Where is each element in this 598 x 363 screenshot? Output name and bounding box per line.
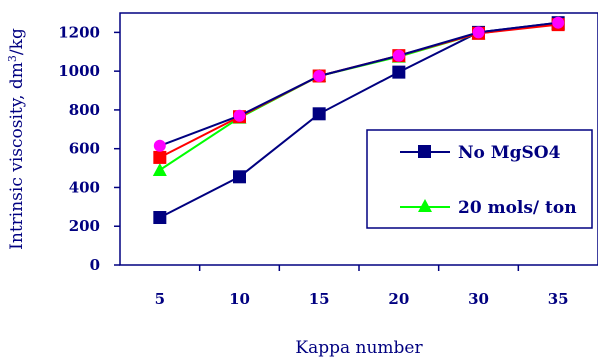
legend-box: [366, 129, 593, 229]
data-point-circle: [392, 49, 405, 62]
data-point-circle: [552, 16, 565, 29]
y-tick-label: 0: [90, 256, 100, 274]
y-tick-label: 1200: [58, 23, 100, 41]
data-point-circle: [472, 26, 485, 39]
data-point-square: [233, 170, 246, 184]
y-axis-title-superscript: 3: [6, 55, 19, 62]
data-point-circle: [153, 139, 166, 152]
x-tick-label: 15: [309, 290, 330, 308]
y-tick-label: 600: [69, 140, 100, 158]
y-axis-title-main: Intrinsic viscosity, dm: [7, 62, 27, 250]
data-point-square: [312, 107, 326, 121]
x-tick-label: 10: [229, 290, 250, 308]
y-tick-label: 1000: [58, 62, 100, 80]
data-point-square: [392, 65, 406, 79]
y-tick-label: 400: [69, 178, 100, 196]
series-3: [153, 16, 565, 152]
y-axis-title: Intrinsic viscosity, dm3/kg: [6, 28, 27, 250]
data-point-square: [153, 211, 167, 225]
x-tick-label: 20: [388, 290, 409, 308]
data-point-circle: [233, 109, 246, 122]
data-point-triangle: [152, 163, 167, 177]
data-point-circle: [313, 70, 326, 82]
legend-label-20-mols-ton: 20 mols/ ton: [458, 198, 577, 218]
axes: 0 200 400 600 800 1000 1200 5 10 15 20 30 35: [58, 12, 598, 308]
x-tick-label: 5: [155, 290, 165, 308]
series-layer: [152, 16, 566, 225]
x-tick-label: 30: [468, 290, 489, 308]
y-tick-label: 800: [69, 101, 100, 119]
y-tick-label: 200: [69, 217, 100, 235]
legend-label-no-mgso4: No MgSO4: [458, 143, 561, 163]
x-tick-label: 35: [548, 290, 569, 308]
series-line: [159, 21, 559, 147]
y-axis-title-unit: /kg: [7, 28, 27, 55]
legend: No MgSO4 20 mols/ ton: [366, 129, 593, 229]
legend-marker-triangle: [418, 199, 432, 212]
data-point-square: [153, 150, 167, 164]
x-axis-title: Kappa number: [295, 338, 423, 358]
legend-marker-square: [418, 145, 431, 158]
